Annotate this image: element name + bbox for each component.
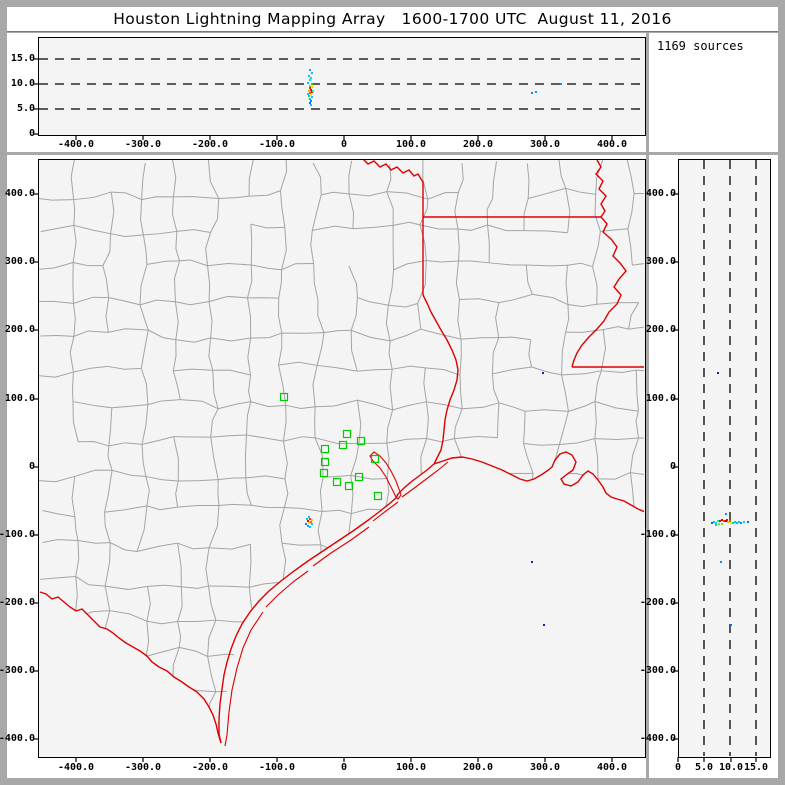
barrier-island (312, 526, 370, 567)
axis-tick-label: -400.0 (639, 733, 676, 744)
barrier-island (265, 570, 309, 608)
barrier-island (401, 461, 449, 498)
axis-tick-label: 300.0 (4, 256, 35, 267)
axis-tick-label: -200.0 (0, 597, 35, 608)
lma-station-marker (344, 481, 354, 491)
axis-tick-label: 400.0 (596, 762, 628, 773)
axis-tick-label: -100.0 (0, 529, 35, 540)
lma-station-marker (332, 477, 342, 487)
axis-tick-label: 100.0 (395, 139, 427, 150)
lightning-sources-map (305, 372, 545, 626)
lightning-sources-alt-ew (307, 69, 562, 106)
galveston-bay (369, 451, 402, 500)
barrier-island (372, 501, 399, 522)
axis-tick-label: -300.0 (124, 139, 162, 150)
red-river (363, 160, 424, 183)
gulf-of-mexico-area (39, 454, 644, 756)
lma-station-marker (354, 472, 364, 482)
axis-tick-label: 100.0 (395, 762, 427, 773)
sabine-river (422, 294, 459, 465)
axis-tick-label: 300.0 (529, 762, 561, 773)
lma-station-marker (320, 457, 330, 467)
axis-tick-marks (33, 58, 757, 762)
axis-tick-label: -100.0 (258, 139, 296, 150)
axis-tick-label: -200.0 (639, 597, 676, 608)
axis-tick-label: 200.0 (645, 324, 676, 335)
mississippi-river (571, 160, 627, 368)
axis-tick-label: 0 (674, 762, 682, 773)
map-contents (39, 160, 644, 756)
axis-tick-label: -100.0 (639, 529, 676, 540)
axis-tick-label: 15.0 (10, 53, 35, 64)
lma-station-marker (373, 491, 383, 501)
alt-ew-plot-box (38, 37, 646, 136)
axis-tick-label: 400.0 (4, 188, 35, 199)
axis-tick-label: -400.0 (0, 733, 35, 744)
title-bar: Houston Lightning Mapping Array 1600-170… (7, 7, 778, 32)
axis-tick-label: 0 (340, 139, 348, 150)
lma-stations (279, 392, 383, 501)
lma-station-marker (279, 392, 289, 402)
axis-tick-label: -200.0 (191, 762, 229, 773)
axis-tick-label: -400.0 (57, 762, 95, 773)
axis-tick-label: 100.0 (645, 393, 676, 404)
rio-grande (39, 591, 222, 744)
sources-count-label: 1169 sources (657, 39, 744, 53)
axis-tick-label: 200.0 (4, 324, 35, 335)
lightning-sources-alt-ns (711, 372, 749, 626)
lma-station-marker (342, 429, 352, 439)
axis-tick-label: 10.0 (718, 762, 744, 773)
axis-tick-label: -300.0 (639, 665, 676, 676)
axis-tick-label: 0 (669, 461, 676, 472)
axis-tick-label: 400.0 (645, 188, 676, 199)
axis-tick-label: 200.0 (462, 139, 494, 150)
sources-count-panel: 1169 sources (649, 33, 778, 152)
axis-tick-label: 0 (28, 128, 35, 139)
alt-ns-plot-box (678, 159, 771, 758)
axis-tick-label: 0 (28, 461, 35, 472)
altitude-reference-dashes (39, 58, 757, 756)
lma-station-marker (356, 436, 366, 446)
axis-tick-label: -300.0 (0, 665, 35, 676)
lma-station-marker (319, 468, 329, 478)
barrier-island (224, 611, 264, 747)
axis-tick-label: 300.0 (645, 256, 676, 267)
axis-tick-label: -400.0 (57, 139, 95, 150)
lma-station-marker (320, 444, 330, 454)
axis-tick-label: 15.0 (743, 762, 769, 773)
axis-tick-label: -100.0 (258, 762, 296, 773)
louisiana-coastline (433, 451, 644, 513)
axis-tick-label: -200.0 (191, 139, 229, 150)
state-borders-and-coastline (39, 160, 644, 747)
axis-tick-label: 200.0 (462, 762, 494, 773)
axis-tick-label: 300.0 (529, 139, 561, 150)
lma-station-marker (370, 454, 380, 464)
axis-tick-label: 0 (340, 762, 348, 773)
axis-tick-label: 100.0 (4, 393, 35, 404)
page-title: Houston Lightning Mapping Array 1600-170… (113, 10, 672, 28)
axis-tick-label: 10.0 (10, 78, 35, 89)
axis-tick-label: 5.0 (694, 762, 714, 773)
axis-tick-label: 5.0 (16, 103, 35, 114)
lma-station-marker (338, 440, 348, 450)
axis-tick-label: 400.0 (596, 139, 628, 150)
axis-tick-label: -300.0 (124, 762, 162, 773)
